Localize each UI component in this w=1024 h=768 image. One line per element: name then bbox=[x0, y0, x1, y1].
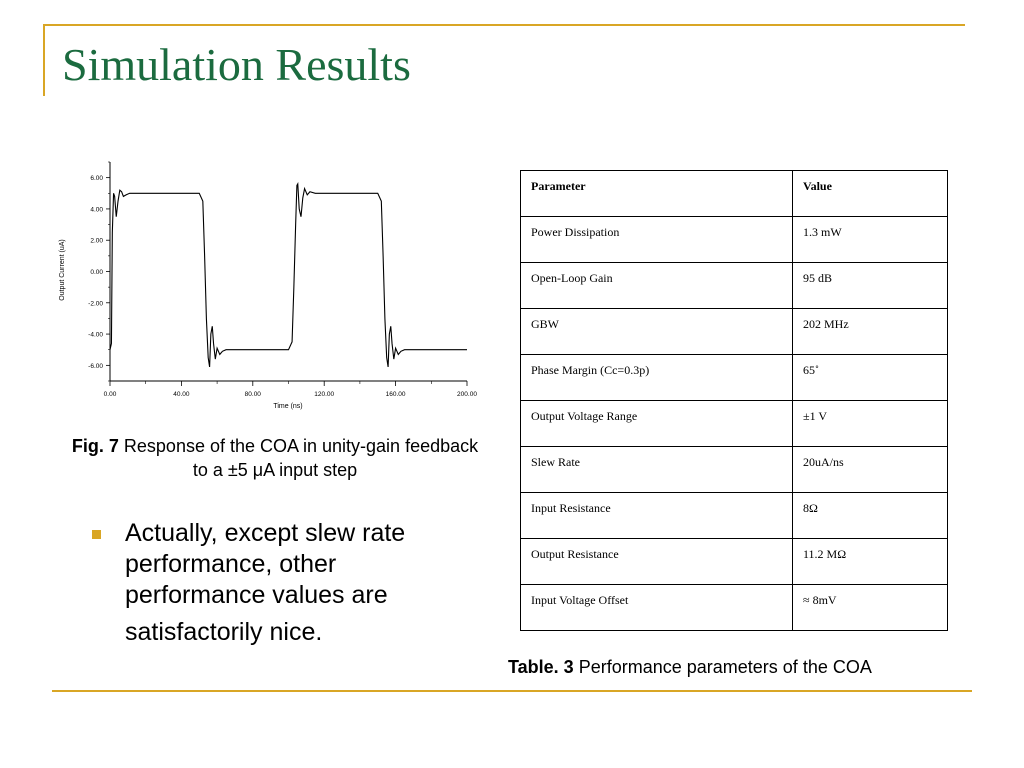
table-row: Input Resistance 8Ω bbox=[520, 492, 948, 539]
table-row: Input Voltage Offset ≈ 8mV bbox=[520, 584, 948, 631]
value-cell: ≈ 8mV bbox=[792, 584, 948, 631]
bullet-square-icon bbox=[92, 530, 101, 539]
step-response-chart: 6.00 4.00 2.00 0.00 -2.00 -4.00 -6.00 0.00 40.0… bbox=[59, 161, 477, 410]
y-axis-label: Output Current (uA) bbox=[59, 239, 66, 300]
x-tick-label: 80.00 bbox=[245, 391, 262, 398]
table-header-row: Parameter Value bbox=[520, 170, 948, 217]
value-cell: 65˚ bbox=[792, 354, 948, 401]
value-cell: 8Ω bbox=[792, 492, 948, 539]
y-tick-label: -2.00 bbox=[88, 300, 103, 307]
value-cell: 11.2 MΩ bbox=[792, 538, 948, 585]
parameter-cell: Slew Rate bbox=[520, 446, 793, 493]
table-row: Power Dissipation 1.3 mW bbox=[520, 216, 948, 263]
parameter-cell: Output Resistance bbox=[520, 538, 793, 585]
table-row: Output Voltage Range ±1 V bbox=[520, 400, 948, 447]
y-tick-label: 2.00 bbox=[90, 238, 103, 245]
bullet-line: performance values are bbox=[125, 581, 388, 609]
bottom-rule bbox=[52, 690, 972, 692]
parameter-cell: Input Resistance bbox=[520, 492, 793, 539]
performance-table: Parameter Value Power Dissipation 1.3 mW… bbox=[520, 170, 948, 631]
chart-axes bbox=[109, 162, 467, 382]
parameter-cell: Phase Margin (Cc=0.3p) bbox=[520, 354, 793, 401]
output-current-line bbox=[109, 182, 467, 368]
column-header-parameter: Parameter bbox=[520, 170, 793, 217]
table-row: Slew Rate 20uA/ns bbox=[520, 446, 948, 493]
table-caption-text: Performance parameters of the COA bbox=[578, 657, 872, 677]
value-cell: 20uA/ns bbox=[792, 446, 948, 493]
y-axis-ticks: 6.00 4.00 2.00 0.00 -2.00 -4.00 -6.00 bbox=[88, 161, 110, 382]
slide-title: Simulation Results bbox=[62, 39, 411, 90]
parameter-cell: Power Dissipation bbox=[520, 216, 793, 263]
value-cell: 202 MHz bbox=[792, 308, 948, 355]
table-caption-label: Table. 3 bbox=[508, 657, 574, 677]
chart-series bbox=[109, 182, 467, 368]
figure-caption: Fig. 7 Response of the COA in unity-gain… bbox=[70, 434, 480, 482]
table-row: Open-Loop Gain 95 dB bbox=[520, 262, 948, 309]
bullet-line: Actually, except slew rate bbox=[125, 519, 406, 547]
bullet-text: Actually, except slew rate performance, … bbox=[125, 518, 475, 648]
x-tick-label: 160.00 bbox=[386, 391, 406, 398]
y-tick-label: 6.00 bbox=[90, 175, 103, 182]
left-rule bbox=[43, 24, 45, 96]
parameter-cell: GBW bbox=[520, 308, 793, 355]
column-header-value: Value bbox=[792, 170, 948, 217]
x-tick-label: 40.00 bbox=[173, 391, 190, 398]
y-tick-label: 4.00 bbox=[90, 206, 103, 213]
figure-caption-text: Response of the COA in unity-gain feedba… bbox=[123, 436, 479, 480]
x-tick-label: 200.00 bbox=[457, 391, 477, 398]
value-cell: 1.3 mW bbox=[792, 216, 948, 263]
value-cell: 95 dB bbox=[792, 262, 948, 309]
parameter-cell: Output Voltage Range bbox=[520, 400, 793, 447]
table-row: Output Resistance 11.2 MΩ bbox=[520, 538, 948, 585]
x-axis-ticks: 0.00 40.00 80.00 120.00 160.00 200.00 bbox=[104, 381, 477, 398]
y-tick-label: -6.00 bbox=[88, 363, 103, 370]
parameter-cell: Open-Loop Gain bbox=[520, 262, 793, 309]
table-caption: Table. 3 Performance parameters of the C… bbox=[508, 657, 872, 678]
y-tick-label: 0.00 bbox=[90, 269, 103, 276]
figure-caption-label: Fig. 7 bbox=[71, 436, 119, 456]
table-row: Phase Margin (Cc=0.3p) 65˚ bbox=[520, 354, 948, 401]
x-tick-label: 0.00 bbox=[104, 391, 117, 398]
bullet-line: satisfactorily nice. bbox=[125, 618, 323, 646]
x-axis-label: Time (ns) bbox=[273, 403, 302, 410]
y-tick-label: -4.00 bbox=[88, 332, 103, 339]
table-row: GBW 202 MHz bbox=[520, 308, 948, 355]
value-cell: ±1 V bbox=[792, 400, 948, 447]
bullet-line: performance, other bbox=[125, 550, 337, 578]
parameter-cell: Input Voltage Offset bbox=[520, 584, 793, 631]
top-rule bbox=[43, 24, 965, 26]
x-tick-label: 120.00 bbox=[314, 391, 334, 398]
